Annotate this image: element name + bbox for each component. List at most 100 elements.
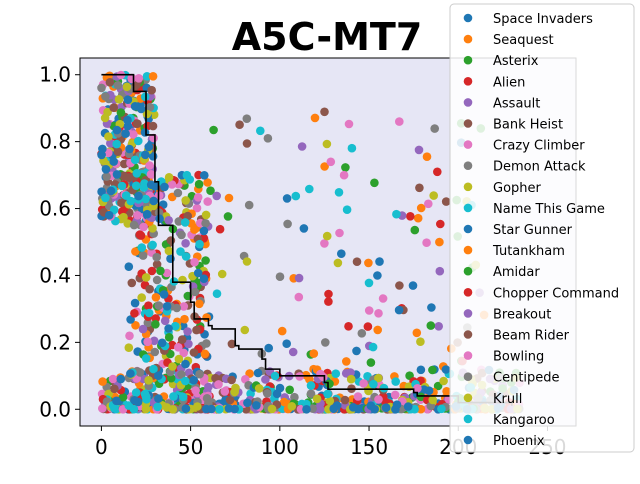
scatter-point	[189, 348, 199, 357]
scatter-point	[129, 220, 139, 230]
legend-label: Bowling	[493, 350, 544, 365]
scatter-point	[426, 321, 436, 330]
legend-marker	[463, 182, 473, 192]
legend-box	[449, 3, 635, 453]
scatter-point	[166, 236, 176, 245]
scatter-point	[195, 299, 204, 309]
legend-label: Krull	[493, 392, 522, 407]
scatter-point	[323, 389, 332, 399]
step-line-layer	[101, 73, 513, 406]
legend-marker	[463, 330, 473, 339]
scatter-point	[416, 404, 426, 414]
scatter-point	[156, 266, 165, 276]
scatter-point	[143, 337, 152, 347]
scatter-point	[202, 339, 211, 348]
y-tick-label: 1.0	[39, 63, 71, 87]
scatter-point	[97, 187, 106, 196]
scatter-point	[395, 281, 404, 290]
scatter-point	[142, 72, 152, 81]
scatter-point	[136, 231, 146, 240]
scatter-point	[267, 404, 277, 414]
scatter-point	[193, 268, 203, 278]
legend-label: Centipede	[493, 371, 560, 386]
scatter-point	[368, 342, 378, 352]
legend-marker	[463, 266, 473, 276]
scatter-point	[195, 239, 204, 249]
scatter-point	[148, 72, 158, 81]
legend-marker	[463, 309, 473, 318]
scatter-point	[329, 404, 339, 414]
scatter-point	[235, 120, 244, 129]
scatter-point	[342, 205, 352, 214]
scatter-point	[106, 139, 115, 148]
scatter-point	[164, 324, 173, 333]
scatter-point	[324, 297, 333, 306]
scatter-point	[123, 115, 132, 125]
scatter-point	[131, 321, 140, 330]
scatter-point	[201, 219, 210, 228]
scatter-point	[124, 262, 134, 272]
scatter-point	[364, 258, 373, 268]
scatter-point	[340, 395, 350, 405]
scatter-point	[152, 260, 162, 269]
scatter-point	[180, 218, 190, 227]
scatter-point	[331, 369, 341, 379]
scatter-point	[172, 303, 182, 313]
scatter-point	[378, 294, 388, 303]
legend-label: Name This Game	[493, 202, 605, 217]
scatter-point	[299, 224, 309, 233]
scatter-point	[306, 389, 316, 399]
scatter-point	[433, 381, 443, 391]
scatter-point	[353, 392, 363, 401]
scatter-point	[154, 301, 164, 310]
scatter-point	[134, 191, 143, 201]
scatter-point	[339, 170, 349, 180]
scatter-point	[189, 375, 199, 385]
scatter-point	[282, 339, 292, 349]
scatter-point	[113, 147, 123, 156]
scatter-point	[192, 325, 201, 335]
scatter-point	[335, 228, 344, 238]
scatter-point	[146, 180, 156, 189]
scatter-point	[148, 240, 157, 250]
scatter-point	[130, 155, 140, 165]
scatter-point	[191, 386, 200, 395]
scatter-point	[98, 404, 107, 413]
scatter-point	[108, 374, 118, 384]
scatter-point	[152, 252, 161, 262]
scatter-point	[164, 333, 174, 342]
scatter-point	[144, 376, 153, 385]
scatter-point	[146, 170, 156, 179]
scatter-point	[207, 404, 216, 414]
scatter-point	[130, 396, 139, 405]
scatter-point	[290, 392, 299, 402]
scatter-point	[116, 108, 126, 117]
legend-marker	[463, 140, 473, 149]
scatter-point	[375, 257, 384, 266]
scatter-point	[124, 401, 134, 410]
scatter-point	[168, 362, 177, 371]
scatter-point	[215, 405, 224, 414]
scatter-point	[164, 173, 174, 182]
scatter-point	[294, 273, 304, 283]
scatter-point	[176, 247, 185, 256]
scatter-point	[140, 92, 150, 102]
scatter-point	[415, 183, 424, 193]
scatter-point	[242, 114, 252, 123]
scatter-point	[178, 392, 188, 402]
scatter-point	[217, 269, 227, 279]
scatter-point	[101, 165, 111, 174]
scatter-point	[98, 377, 107, 386]
scatter-point	[287, 402, 297, 411]
scatter-point	[334, 188, 344, 197]
scatter-point	[429, 191, 439, 200]
scatter-point	[173, 188, 183, 198]
y-tick-label: 0.0	[39, 397, 71, 421]
scatter-point	[195, 369, 204, 379]
y-tick-label: 0.6	[39, 197, 71, 221]
scatter-point	[294, 292, 304, 302]
legend: Space Invaders Seaquest Asterix Alien Assaul…	[449, 3, 635, 453]
scatter-point	[363, 322, 373, 331]
step-line	[101, 73, 513, 406]
legend-label: Gopher	[493, 181, 542, 196]
